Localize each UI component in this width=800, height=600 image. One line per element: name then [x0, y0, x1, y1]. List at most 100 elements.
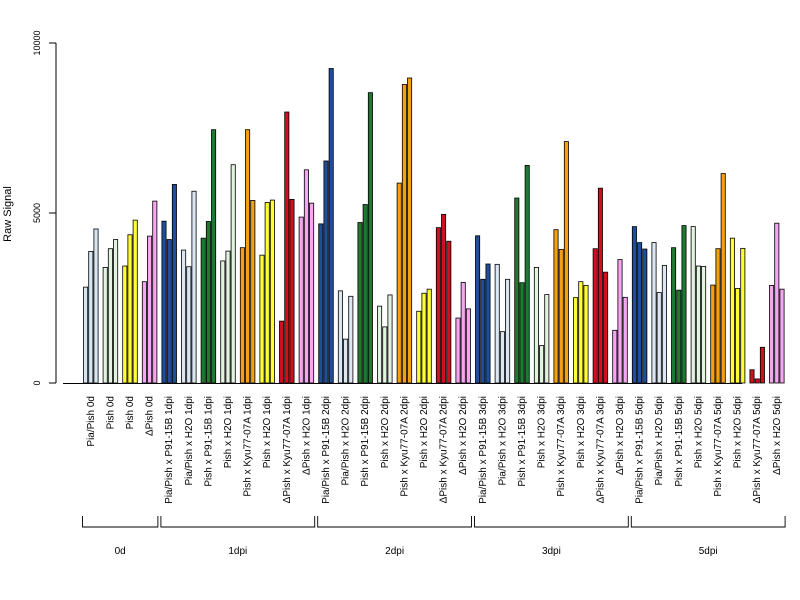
- bar: [651, 242, 657, 384]
- bar: [401, 84, 407, 384]
- bar: [671, 247, 677, 384]
- bar: [661, 264, 667, 384]
- x-tick-label: Pish x H2O 5dpi: [733, 396, 744, 468]
- x-tick-label: Pia/Pish x H2O 1dpi: [184, 396, 195, 486]
- bar: [583, 285, 589, 384]
- bar: [367, 92, 373, 384]
- y-tick-label: 0: [32, 380, 42, 385]
- group-bracket: [317, 516, 472, 528]
- bar: [239, 247, 245, 384]
- bar: [93, 228, 99, 384]
- x-tick-label: Pish x Kyu77-07A 5dpi: [713, 396, 724, 497]
- bar: [245, 129, 251, 384]
- x-tick-labels: Pia/Pish 0d Pish 0d Pish 0d ΔPish 0d Pia/Pis…: [86, 396, 783, 504]
- x-tick-label: Pish x H2O 3dpi: [576, 396, 587, 468]
- x-tick-label: Pish x Kyu77-07A 1dpi: [243, 396, 254, 497]
- y-axis: 0 5000 10000: [32, 30, 57, 386]
- bar: [769, 285, 775, 384]
- x-tick-label: Pia/Pish x H2O 5dpi: [654, 396, 665, 486]
- bar: [396, 182, 402, 384]
- x-tick-label: Pia/Pish 0d: [86, 396, 97, 447]
- bar: [205, 221, 211, 384]
- bar: [553, 229, 559, 384]
- bar: [328, 68, 334, 384]
- group-bracket: [82, 516, 159, 528]
- bar: [279, 320, 285, 384]
- bar: [298, 216, 304, 384]
- bar: [631, 226, 637, 384]
- bar: [494, 263, 500, 384]
- bar: [475, 235, 481, 384]
- bar: [348, 295, 354, 384]
- bar: [539, 345, 545, 384]
- bar: [357, 222, 363, 384]
- bar: [362, 204, 368, 384]
- bar: [612, 329, 618, 384]
- bar: [597, 187, 603, 384]
- bar: [309, 202, 315, 384]
- bars: [83, 68, 785, 384]
- bar: [382, 326, 388, 384]
- group-brackets: 0d 1dpi 2dpi 3dpi 5dpi: [82, 516, 786, 557]
- bar: [83, 286, 89, 384]
- bar: [107, 248, 113, 384]
- bar: [524, 164, 530, 384]
- bar: [465, 308, 471, 384]
- bar: [710, 284, 716, 384]
- bar: [690, 226, 696, 384]
- bar: [191, 190, 197, 384]
- bar: [211, 129, 217, 384]
- x-tick-label: Pish x P91-15B 5dpi: [674, 396, 685, 487]
- x-tick-label: Pish 0d: [105, 396, 116, 429]
- bar: [460, 281, 466, 384]
- x-tick-label: Pia/Pish x P91-15B 3dpi: [478, 396, 489, 504]
- bar: [533, 266, 539, 384]
- bar: [480, 278, 486, 384]
- bar: [544, 294, 550, 384]
- bar: [720, 173, 726, 384]
- bar: [676, 289, 682, 384]
- x-tick-label: Pish 0d: [125, 396, 136, 429]
- x-tick-label: ΔPish x H2O 1dpi: [301, 396, 312, 475]
- group-bracket: [630, 516, 786, 528]
- x-tick-label: Pish x P91-15B 3dpi: [517, 396, 528, 487]
- bar: [88, 251, 94, 384]
- group-label: 3dpi: [542, 546, 561, 557]
- bar: [681, 225, 687, 384]
- bar: [141, 281, 147, 384]
- bar: [603, 271, 609, 384]
- bar: [269, 199, 275, 384]
- bar: [181, 249, 187, 384]
- bar: [161, 220, 167, 384]
- bar: [754, 378, 760, 384]
- x-tick-label: Pish x Kyu77-07A 2dpi: [399, 396, 410, 497]
- x-tick-label: Pia/Pish x H2O 3dpi: [497, 396, 508, 486]
- bar: [171, 184, 177, 384]
- bar: [132, 219, 138, 384]
- group-bracket: [474, 516, 629, 528]
- bar: [622, 296, 628, 384]
- bar: [407, 77, 413, 384]
- bar: [701, 265, 707, 384]
- bar: [519, 282, 525, 384]
- bar: [289, 198, 295, 384]
- bar: [303, 169, 309, 384]
- bar: [122, 265, 128, 384]
- group-bracket: [160, 516, 316, 528]
- bar: [563, 141, 569, 384]
- bar: [729, 237, 735, 384]
- x-tick-label: Pia/Pish x P91-15B 2dpi: [321, 396, 332, 504]
- x-tick-label: Pia/Pish x H2O 2dpi: [341, 396, 352, 486]
- x-tick-label: ΔPish x Kyu77-07A 2dpi: [439, 396, 450, 503]
- bar: [573, 297, 579, 384]
- x-tick-label: ΔPish 0d: [145, 396, 156, 436]
- bar: [656, 292, 662, 384]
- bar: [749, 369, 755, 384]
- bar: [505, 278, 511, 384]
- bar: [416, 310, 422, 384]
- x-tick-label: ΔPish x H2O 5dpi: [772, 396, 783, 475]
- y-axis-label: Raw Signal: [2, 186, 14, 242]
- x-tick-label: ΔPish x Kyu77-07A 3dpi: [595, 396, 606, 503]
- bar: [435, 227, 441, 384]
- bar: [220, 260, 226, 384]
